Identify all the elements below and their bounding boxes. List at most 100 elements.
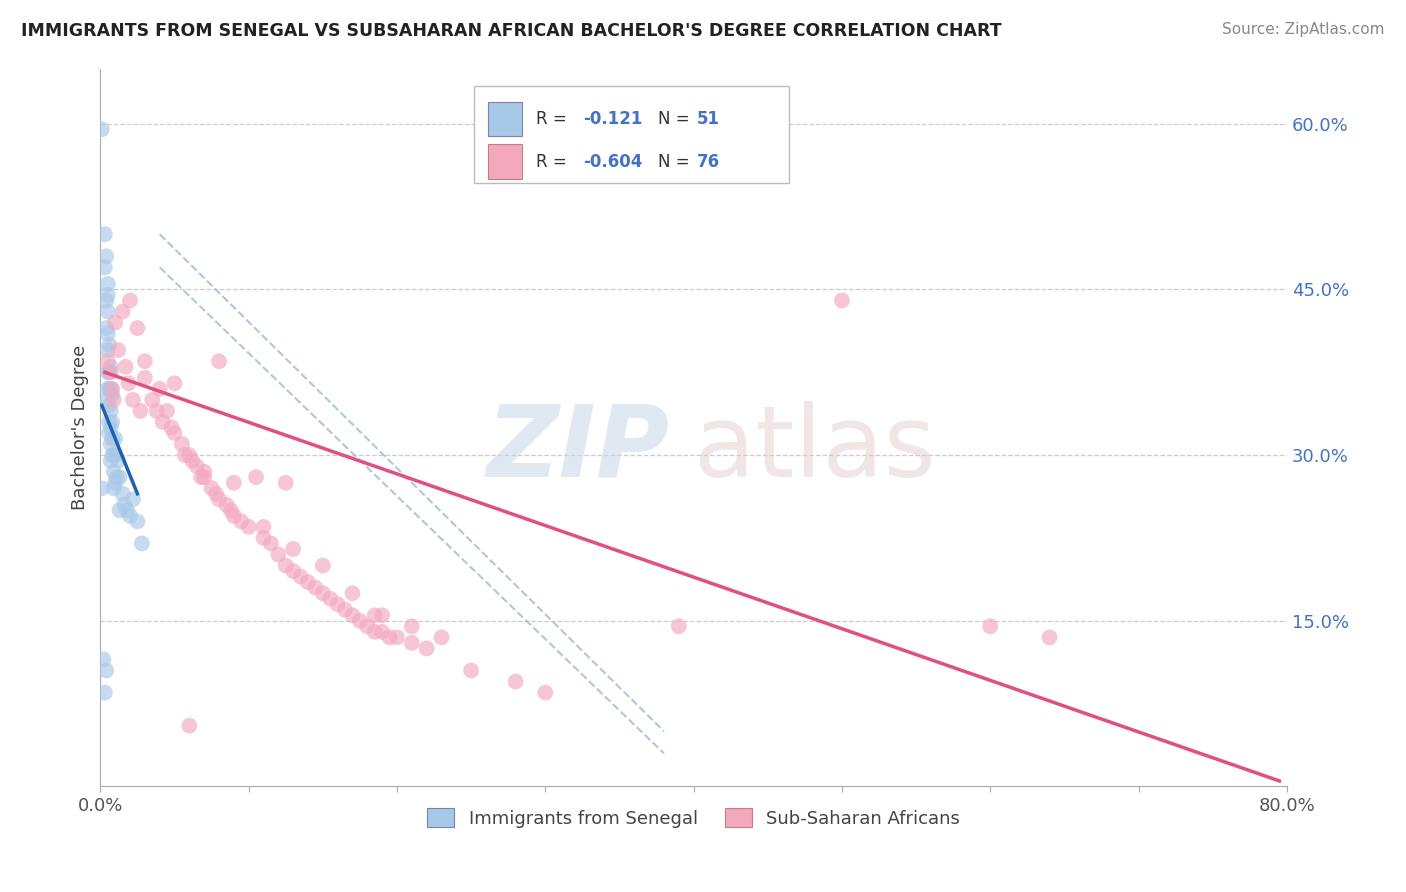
Point xyxy=(186,459,208,474)
Point xyxy=(111,304,134,318)
Point xyxy=(219,503,242,517)
Point xyxy=(160,420,183,434)
Point xyxy=(100,453,122,467)
Point xyxy=(245,470,267,484)
Point xyxy=(98,337,121,351)
Point xyxy=(141,392,163,407)
Point xyxy=(103,465,125,479)
Point xyxy=(179,448,201,462)
Point xyxy=(505,674,527,689)
Point xyxy=(342,608,364,623)
Point xyxy=(91,652,114,666)
Point xyxy=(96,321,118,335)
Point xyxy=(378,631,401,645)
Point xyxy=(152,415,174,429)
Point xyxy=(190,470,212,484)
Point xyxy=(193,465,215,479)
Point xyxy=(222,508,245,523)
Point xyxy=(401,636,423,650)
Point xyxy=(96,293,118,308)
Point xyxy=(283,541,305,556)
Text: ZIP: ZIP xyxy=(486,401,669,498)
Point xyxy=(107,343,129,358)
Point xyxy=(101,448,124,462)
Point xyxy=(98,415,121,429)
Point xyxy=(100,365,122,379)
Point xyxy=(134,354,156,368)
Point xyxy=(364,624,387,639)
Point xyxy=(193,470,215,484)
Point xyxy=(104,316,127,330)
Point xyxy=(163,376,186,391)
Text: N =: N = xyxy=(658,153,695,170)
Point xyxy=(103,392,125,407)
Point xyxy=(356,619,378,633)
Point xyxy=(97,277,120,291)
Point xyxy=(342,586,364,600)
Point xyxy=(105,470,128,484)
Point xyxy=(1038,631,1060,645)
Point xyxy=(100,404,122,418)
Point xyxy=(179,719,201,733)
Point xyxy=(326,597,349,611)
Point xyxy=(101,387,124,401)
Point xyxy=(98,382,121,396)
Point xyxy=(260,536,283,550)
Point xyxy=(97,382,120,396)
Point xyxy=(208,492,231,507)
Point xyxy=(104,432,127,446)
Point xyxy=(100,359,122,374)
Text: R =: R = xyxy=(536,153,572,170)
Point xyxy=(415,641,437,656)
Point xyxy=(460,664,482,678)
Point xyxy=(215,498,238,512)
Point xyxy=(97,365,120,379)
Point xyxy=(90,122,112,136)
FancyBboxPatch shape xyxy=(488,102,522,136)
Point xyxy=(319,591,342,606)
Point xyxy=(103,481,125,495)
Point xyxy=(364,608,387,623)
Text: atlas: atlas xyxy=(693,401,935,498)
Point xyxy=(108,470,131,484)
Point xyxy=(100,437,122,451)
Point xyxy=(90,481,112,495)
Point xyxy=(297,575,319,590)
Point xyxy=(252,531,274,545)
Point xyxy=(668,619,690,633)
Point xyxy=(96,664,118,678)
Y-axis label: Bachelor's Degree: Bachelor's Degree xyxy=(72,345,89,510)
Text: Source: ZipAtlas.com: Source: ZipAtlas.com xyxy=(1222,22,1385,37)
FancyBboxPatch shape xyxy=(474,87,789,184)
Point xyxy=(290,569,312,583)
Point xyxy=(117,376,139,391)
Point xyxy=(97,304,120,318)
Point xyxy=(96,249,118,263)
Point xyxy=(127,515,149,529)
Point xyxy=(122,492,145,507)
Point xyxy=(274,558,297,573)
Point xyxy=(101,382,124,396)
Point xyxy=(104,448,127,462)
Point xyxy=(100,420,122,434)
Point xyxy=(97,343,120,358)
Point xyxy=(208,354,231,368)
Point xyxy=(97,392,120,407)
Point xyxy=(173,448,195,462)
Point xyxy=(97,288,120,302)
Point xyxy=(94,260,117,275)
Point xyxy=(312,586,335,600)
Point xyxy=(100,382,122,396)
Point xyxy=(97,326,120,341)
Point xyxy=(103,448,125,462)
Point xyxy=(98,425,121,440)
Text: -0.121: -0.121 xyxy=(583,110,643,128)
Point xyxy=(170,437,193,451)
Point xyxy=(205,487,228,501)
Point xyxy=(118,293,141,308)
Point xyxy=(111,487,134,501)
Point xyxy=(122,392,145,407)
Point xyxy=(97,354,120,368)
Point xyxy=(231,515,253,529)
Point xyxy=(371,624,394,639)
